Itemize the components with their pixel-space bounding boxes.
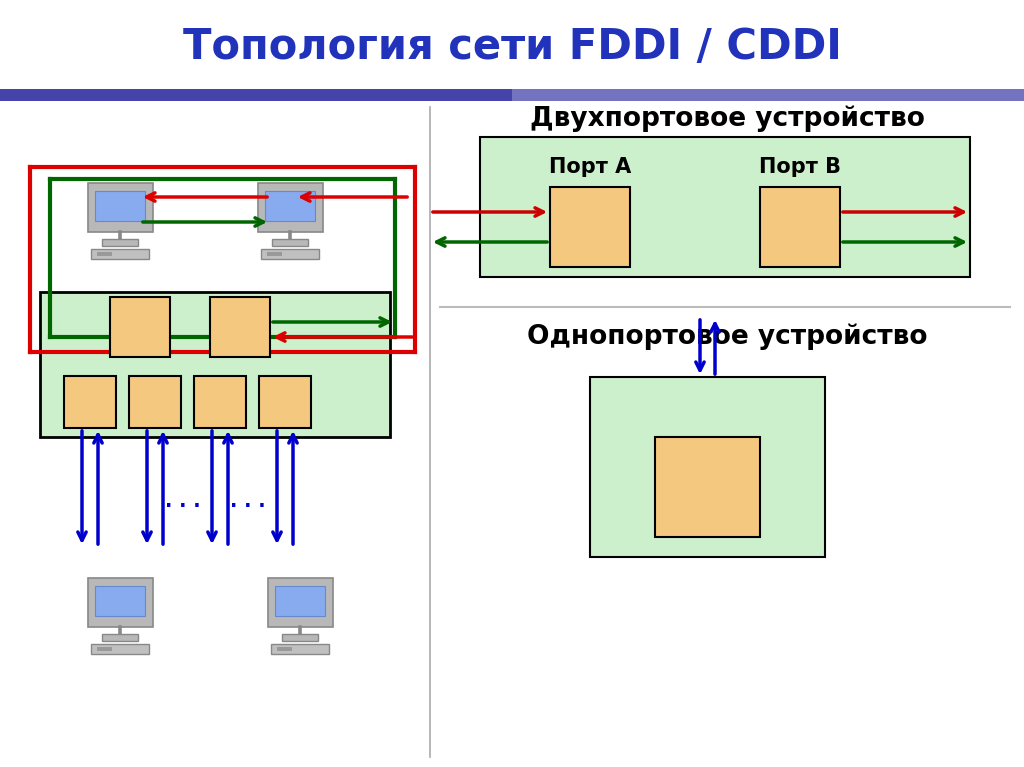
Bar [257,183,323,232]
Bar [480,137,970,277]
Bar [265,191,314,221]
Text: Порт В: Порт В [759,157,841,177]
Text: · · ·: · · · [230,498,266,516]
Bar [259,376,311,428]
Bar [97,252,112,256]
Bar [0,89,1024,101]
Bar [102,239,138,246]
Bar [91,644,150,654]
Bar [210,297,270,357]
Bar [261,249,319,259]
Bar [129,376,181,428]
Bar [87,183,153,232]
Bar [40,292,390,437]
Bar [110,297,170,357]
Bar [267,252,282,256]
Bar [63,376,116,428]
Bar [91,249,150,259]
Bar [87,578,153,627]
Bar [512,89,1024,101]
Bar [97,647,112,651]
Bar [95,586,144,616]
Bar [590,377,825,557]
Bar [102,634,138,641]
Text: Однопортовое устройство: Однопортовое устройство [526,324,928,351]
Bar [272,239,308,246]
Bar [275,586,325,616]
Text: Топология сети FDDI / CDDI: Топология сети FDDI / CDDI [182,26,842,68]
Bar [278,647,292,651]
Bar [283,634,317,641]
Text: Порт А: Порт А [549,157,631,177]
Bar [655,437,760,537]
Bar [270,644,330,654]
Text: Двухпортовое устройство: Двухпортовое устройство [529,106,925,132]
Bar [267,578,333,627]
Bar [95,191,144,221]
Bar [760,187,840,267]
Bar [194,376,246,428]
Bar [550,187,630,267]
Text: · · ·: · · · [165,498,201,516]
